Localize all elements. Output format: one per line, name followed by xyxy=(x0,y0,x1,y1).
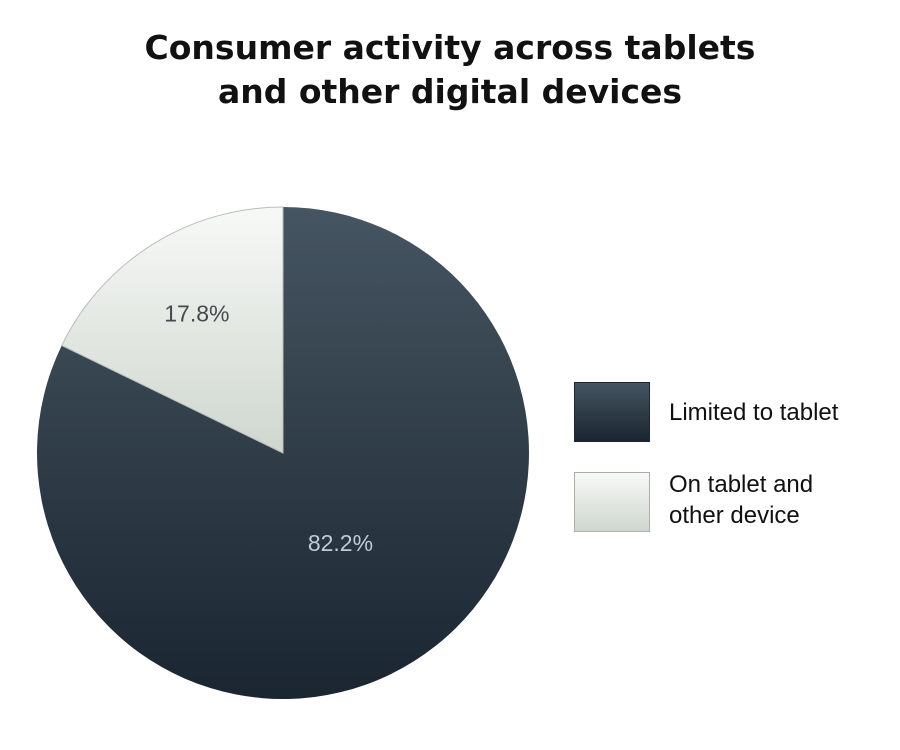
legend-label-line-1: Limited to tablet xyxy=(669,399,839,426)
pie-slice-on-tablet-and-other-device xyxy=(61,206,284,454)
legend-label-limited-to-tablet: Limited to tablet xyxy=(669,397,889,428)
legend-label-line-1: On tablet and xyxy=(669,471,814,498)
slice-label-on-tablet-and-other-device: 17.8% xyxy=(164,300,229,326)
legend-item-on-tablet-and-other-device: On tablet and other device xyxy=(574,469,894,532)
legend-label-on-tablet-and-other-device: On tablet and other device xyxy=(669,469,889,531)
legend-swatch-limited-to-tablet xyxy=(574,382,650,442)
legend-label-line-2: other device xyxy=(669,502,800,529)
chart-title-line-1: Consumer activity across tablets xyxy=(144,28,756,67)
chart-title-line-2: and other digital devices xyxy=(217,72,683,111)
legend-swatch-on-tablet-and-other-device xyxy=(574,472,650,532)
slice-label-limited-to-tablet: 82.2% xyxy=(308,530,373,556)
chart-title: Consumer activity across tablets and oth… xyxy=(0,26,900,114)
legend-item-limited-to-tablet: Limited to tablet xyxy=(574,382,894,442)
